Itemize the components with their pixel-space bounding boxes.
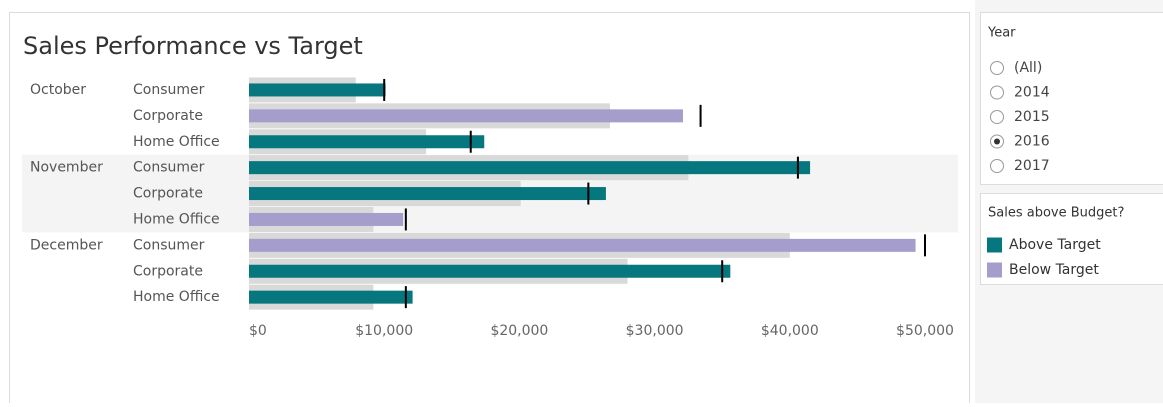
category-label: Home Office — [133, 211, 220, 227]
group-label: October — [30, 82, 86, 98]
x-tick-label: $40,000 — [761, 323, 819, 339]
group-label: December — [30, 237, 103, 253]
bar — [249, 213, 403, 226]
target-mark — [383, 79, 385, 101]
filter-option[interactable]: 2016 — [1014, 134, 1050, 150]
bar — [249, 161, 810, 174]
bar — [249, 83, 386, 96]
radio-button[interactable] — [991, 160, 1004, 173]
target-mark — [924, 234, 926, 256]
category-label: Corporate — [133, 108, 203, 124]
x-tick-label: $20,000 — [490, 323, 548, 339]
legend-label: Below Target — [1009, 262, 1099, 278]
filter-option[interactable]: 2017 — [1014, 158, 1050, 174]
category-label: Home Office — [133, 289, 220, 305]
filter-title: Year — [987, 26, 1016, 41]
category-label: Corporate — [133, 186, 203, 202]
bar — [249, 187, 606, 200]
target-mark — [405, 286, 407, 308]
legend-title: Sales above Budget? — [988, 206, 1124, 221]
radio-button[interactable] — [991, 111, 1004, 124]
category-label: Consumer — [133, 82, 205, 98]
legend-label: Above Target — [1009, 237, 1101, 253]
radio-button[interactable] — [991, 86, 1004, 99]
filter-option[interactable]: 2015 — [1014, 109, 1050, 125]
legend-swatch — [987, 238, 1002, 253]
bar — [249, 291, 413, 304]
legend-swatch — [987, 263, 1002, 278]
x-tick-label: $10,000 — [355, 323, 413, 339]
filter-option[interactable]: 2014 — [1014, 85, 1050, 101]
radio-dot — [994, 139, 1000, 145]
category-label: Consumer — [133, 160, 205, 176]
radio-button[interactable] — [991, 62, 1004, 75]
target-mark — [700, 105, 702, 127]
filter-option[interactable]: (All) — [1014, 60, 1042, 76]
target-mark — [405, 208, 407, 230]
chart-title: Sales Performance vs Target — [23, 32, 363, 60]
category-label: Consumer — [133, 237, 205, 253]
bar — [249, 265, 730, 278]
target-mark — [721, 260, 723, 282]
x-tick-label: $50,000 — [896, 323, 954, 339]
target-mark — [470, 131, 472, 153]
x-tick-label: $0 — [249, 323, 267, 339]
target-mark — [587, 183, 589, 205]
category-label: Home Office — [133, 134, 220, 150]
category-label: Corporate — [133, 263, 203, 279]
bar — [249, 239, 916, 252]
target-mark — [797, 157, 799, 179]
bar — [249, 109, 683, 122]
x-tick-label: $30,000 — [626, 323, 684, 339]
group-label: November — [30, 160, 103, 176]
bar — [249, 135, 484, 148]
